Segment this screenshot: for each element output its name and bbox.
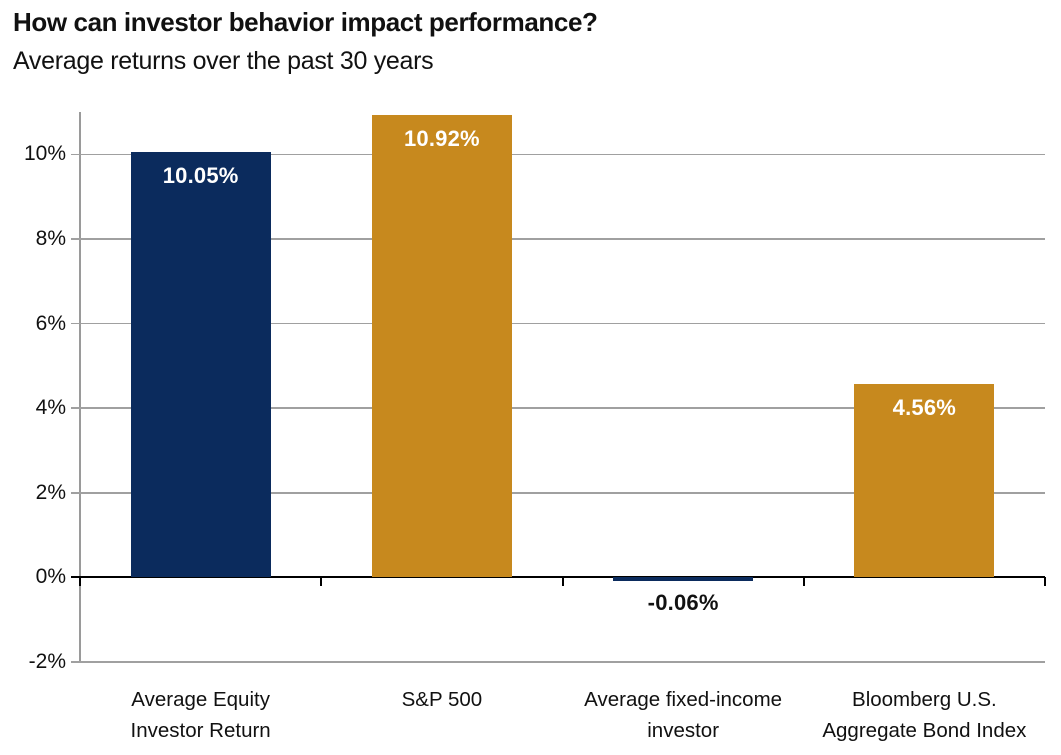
bar (854, 384, 995, 578)
bar (130, 152, 271, 578)
y-gridline (71, 153, 1045, 156)
bar-value-label: 10.05% (162, 163, 239, 189)
x-axis-tick (320, 577, 323, 587)
y-tick-label: 10% (23, 142, 66, 166)
bar (613, 577, 754, 582)
chart-subtitle: Average returns over the past 30 years (13, 47, 434, 75)
x-axis-tick (802, 577, 805, 587)
y-tick-label: 2% (35, 480, 66, 504)
y-gridline (71, 661, 1045, 663)
x-category-label: Average fixed-income investor (584, 688, 783, 742)
y-gridline (71, 492, 1045, 494)
x-axis-tick (1044, 577, 1046, 587)
y-gridline (71, 322, 1045, 325)
x-category-label: S&P 500 (401, 688, 483, 711)
bar-value-label: -0.06% (647, 590, 719, 616)
y-tick-label: 8% (35, 226, 66, 250)
x-axis-tick (561, 577, 564, 587)
y-tick-label: 6% (35, 311, 66, 335)
y-axis-line (79, 112, 81, 662)
x-axis-zero-line (71, 576, 1045, 579)
y-tick-label: 0% (35, 565, 66, 589)
y-tick-label: 4% (35, 396, 66, 420)
x-axis-tick (79, 577, 81, 587)
x-category-label: Average Equity Investor Return (130, 688, 271, 742)
x-category-label: Bloomberg U.S. Aggregate Bond Index (822, 688, 1027, 742)
y-gridline (71, 238, 1045, 240)
bar (371, 115, 512, 578)
plot-area: 10% 8% 6% 4% 2% 0% -2% 10.05% 10.92% -0.06% 4.56% (24, 112, 1046, 673)
bar-value-label: 10.92% (403, 126, 480, 152)
y-gridline (71, 407, 1045, 409)
chart-title: How can investor behavior impact perform… (13, 7, 598, 37)
bar-value-label: 4.56% (892, 395, 957, 421)
y-tick-label: -2% (28, 650, 66, 673)
